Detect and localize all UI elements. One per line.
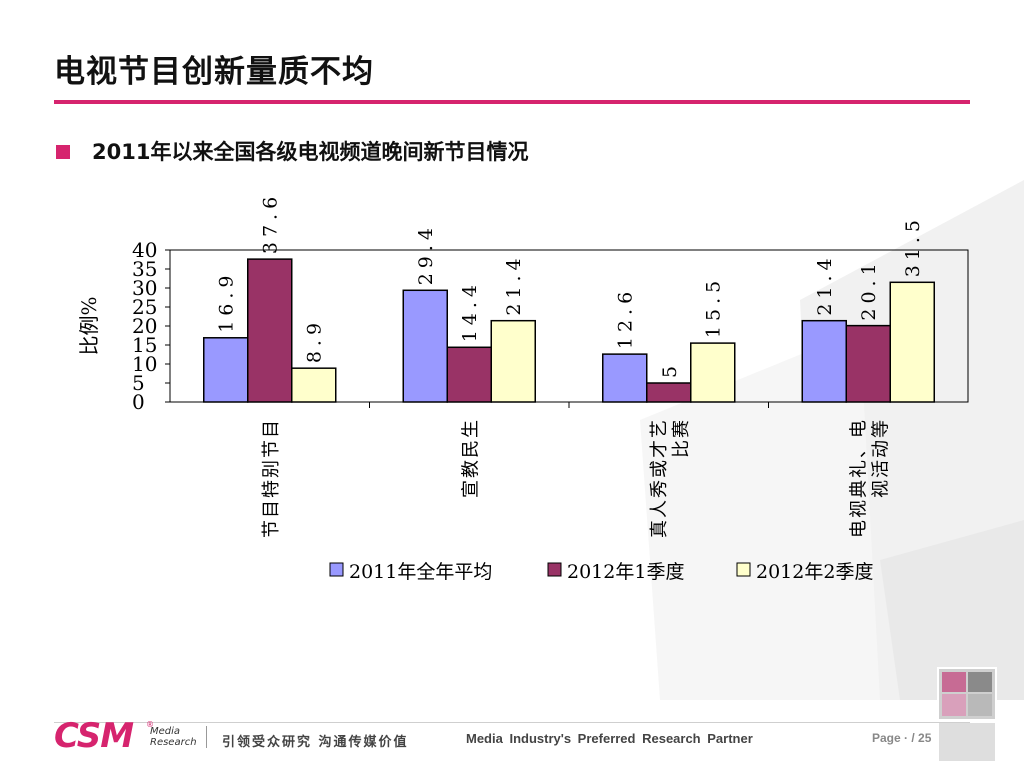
bar-1-4: [801, 319, 847, 403]
legend-label-3: 2012年2季度: [756, 561, 873, 583]
csm-logo: CSM: [54, 716, 134, 756]
footer-tagline: Media Industry's Preferred Research Part…: [466, 731, 753, 746]
section-subtitle: 2011年以来全国各级电视频道晚间新节目情况: [92, 140, 529, 164]
legend-swatch-3: [736, 562, 751, 577]
y-tick-label: 0: [132, 390, 145, 414]
data-label: 21.4: [503, 253, 525, 315]
legend-label-2: 2012年1季度: [567, 561, 684, 583]
y-tick-label: 25: [132, 295, 157, 319]
title-divider: [54, 100, 970, 104]
logo-subtext-media: Media: [150, 726, 181, 737]
bar-1-2: [402, 289, 448, 403]
bar-1-1: [203, 337, 249, 403]
y-tick-label: 5: [132, 371, 145, 395]
y-tick-label: 15: [132, 333, 157, 357]
x-category-label: 节目特别节目: [261, 418, 282, 538]
footer-divider: [54, 722, 970, 723]
x-category-label: 电视典礼、电: [848, 418, 869, 538]
legend-label-1: 2011年全年平均: [349, 561, 492, 583]
y-tick-label: 35: [132, 257, 157, 281]
legend-swatch-2: [547, 562, 562, 577]
data-label: 29.4: [415, 223, 437, 285]
data-label: 8.9: [304, 318, 326, 363]
y-tick-label: 10: [132, 352, 157, 376]
page-number: Page · / 25: [872, 731, 932, 745]
logo-subtext-research: Research: [150, 737, 197, 748]
footer-separator: [206, 726, 207, 748]
data-label: 12.6: [615, 287, 637, 349]
x-category-label: 宣教民生: [460, 418, 481, 498]
y-tick-label: 40: [132, 238, 157, 262]
bar-2-2: [446, 346, 492, 403]
bar-2-3: [646, 382, 692, 403]
data-label: 15.5: [703, 276, 725, 338]
data-label: 37.6: [260, 192, 282, 254]
data-label: 31.5: [902, 215, 924, 277]
bar-3-1: [291, 367, 337, 403]
x-category-label: 比赛: [671, 418, 692, 458]
y-axis-label: 比例%: [77, 296, 101, 355]
y-tick-label: 20: [132, 314, 157, 338]
x-category-label: 视活动等: [870, 418, 891, 498]
bar-2-1: [247, 258, 293, 403]
data-label: 5: [659, 361, 681, 378]
footer-slogan: 引领受众研究 沟通传媒价值: [222, 735, 409, 750]
data-label: 16.9: [216, 270, 238, 332]
y-tick-label: 30: [132, 276, 157, 300]
bar-3-3: [690, 342, 736, 403]
x-category-label: 真人秀或才艺: [649, 418, 670, 538]
logo-subtext: Media Research: [150, 726, 197, 748]
bar-1-3: [602, 353, 648, 403]
data-label: 14.4: [459, 280, 481, 342]
bullet-square-icon: [56, 145, 70, 159]
data-label: 21.4: [814, 253, 836, 315]
legend-swatch-1: [329, 562, 344, 577]
data-label: 20.1: [858, 258, 880, 320]
bar-3-2: [490, 319, 536, 403]
bar-2-4: [845, 324, 891, 403]
logo-registered-mark: ®: [146, 720, 154, 729]
bar-3-4: [889, 281, 935, 403]
page-title: 电视节目创新量质不均: [54, 54, 374, 90]
